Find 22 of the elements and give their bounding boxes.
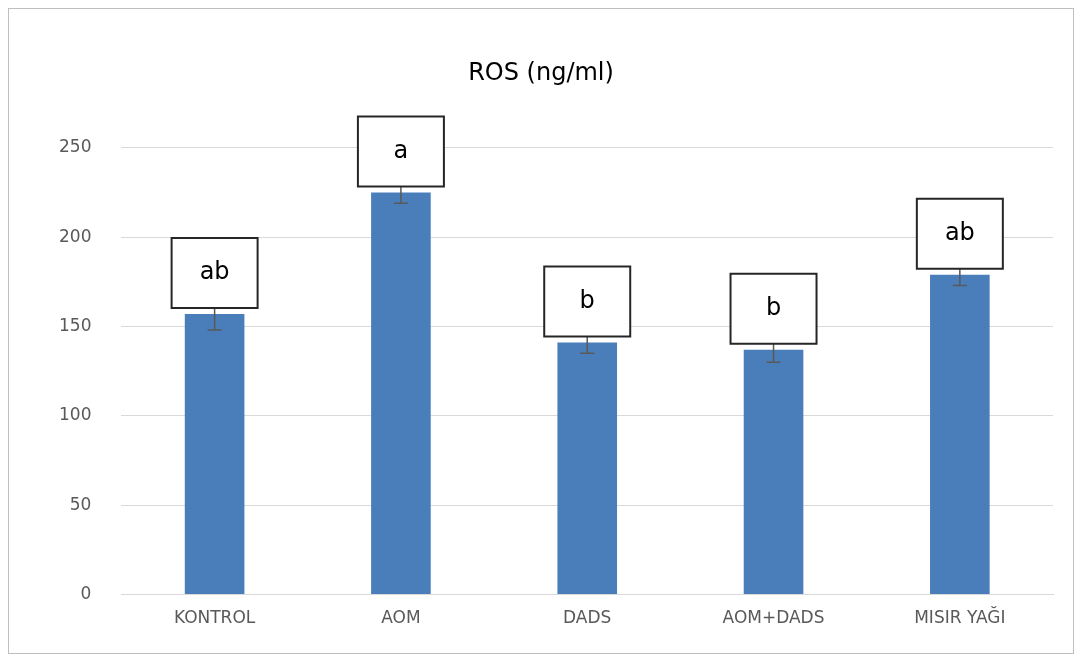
bar [184, 314, 245, 595]
y-tick-label: 200 [58, 225, 92, 246]
x-tick-label: KONTROL [173, 607, 256, 628]
annotation: a [393, 135, 409, 164]
annotation: b [579, 285, 595, 314]
y-tick-label: 150 [58, 314, 92, 335]
x-tick-label: DADS [563, 607, 612, 628]
annotation: b [765, 292, 782, 321]
y-tick-label: 100 [58, 404, 92, 425]
x-tick-label: AOM [381, 607, 421, 628]
y-tick-label: 0 [80, 583, 92, 604]
bar [371, 192, 431, 595]
y-tick-label: 50 [69, 493, 92, 514]
chart-title: ROS (ng/ml) [468, 57, 614, 86]
x-tick-label: MISIR YAĞI [914, 606, 1006, 628]
annotation: ab [944, 217, 975, 246]
bar [930, 274, 990, 595]
bar [743, 349, 804, 595]
x-tick-label: AOM+DADS [722, 607, 825, 628]
y-tick-label: 250 [58, 136, 92, 157]
bar [557, 342, 618, 595]
annotation: ab [199, 257, 230, 286]
